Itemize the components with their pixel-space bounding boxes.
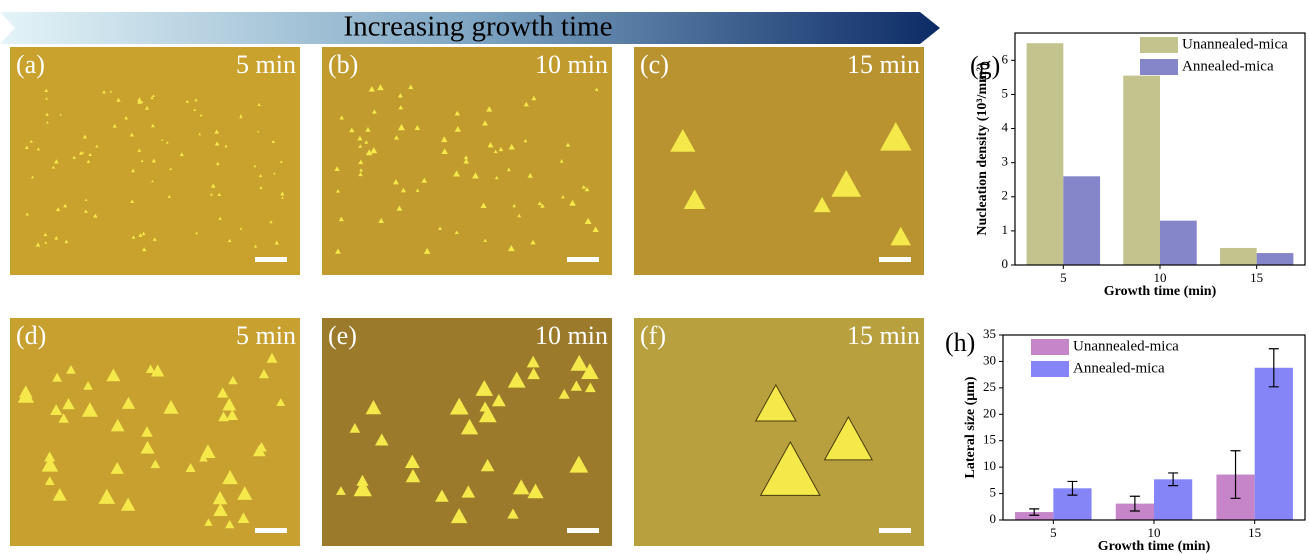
legend-swatch <box>1031 339 1069 355</box>
bar <box>1027 43 1064 265</box>
y-tick-label: 0 <box>1002 256 1009 271</box>
y-tick-label: 5 <box>990 485 997 500</box>
panel-label: (f) <box>640 321 666 350</box>
page: Increasing growth time (a) 5 min (b) 10 min… <box>0 0 1309 555</box>
panel-label: (b) <box>328 50 358 79</box>
scale-bar <box>879 257 911 262</box>
scale-bar <box>255 257 287 262</box>
bar <box>1255 368 1293 520</box>
y-axis-title: Lateral size (μm) <box>963 376 978 478</box>
x-tick-label: 10 <box>1154 270 1167 285</box>
time-label: 5 min <box>236 50 296 79</box>
micrograph <box>634 47 924 275</box>
arrow-label: Increasing growth time <box>344 11 613 43</box>
panel-label: (a) <box>16 50 45 79</box>
bar <box>1220 248 1257 265</box>
x-axis-title: Growth time (min) <box>1098 539 1211 554</box>
legend-label: Annealed-mica <box>1182 58 1274 74</box>
bar <box>1063 176 1100 265</box>
y-tick-label: 35 <box>983 326 996 341</box>
y-tick-label: 6 <box>1002 51 1009 66</box>
time-label: 15 min <box>847 50 920 79</box>
scale-bar <box>879 528 911 533</box>
scale-bar <box>567 257 599 262</box>
panel-label: (c) <box>640 50 669 79</box>
x-axis-title: Growth time (min) <box>1104 284 1217 299</box>
panel-label: (d) <box>16 321 46 350</box>
legend-swatch <box>1031 361 1069 377</box>
y-tick-label: 20 <box>983 405 996 420</box>
x-tick-label: 5 <box>1050 525 1057 540</box>
time-label: 10 min <box>535 321 608 350</box>
time-label: 5 min <box>236 321 296 350</box>
x-tick-label: 10 <box>1148 525 1161 540</box>
y-tick-label: 15 <box>983 432 996 447</box>
y-tick-label: 25 <box>983 379 996 394</box>
y-tick-label: 5 <box>1002 85 1009 100</box>
micrograph <box>634 318 924 546</box>
x-tick-label: 15 <box>1250 270 1263 285</box>
x-tick-label: 15 <box>1248 525 1261 540</box>
figure: Increasing growth time (a) 5 min (b) 10 min… <box>0 0 1309 555</box>
x-tick-label: 5 <box>1060 270 1067 285</box>
y-tick-label: 0 <box>990 511 997 526</box>
y-tick-label: 2 <box>1002 188 1009 203</box>
panel-label: (e) <box>328 321 357 350</box>
y-tick-label: 1 <box>1002 222 1009 237</box>
bar <box>1160 221 1197 265</box>
scale-bar <box>255 528 287 533</box>
legend-label: Annealed-mica <box>1073 360 1165 376</box>
legend-swatch <box>1140 59 1178 75</box>
y-tick-label: 30 <box>983 352 996 367</box>
time-label: 10 min <box>535 50 608 79</box>
micrograph <box>10 318 300 546</box>
scale-bar <box>567 528 599 533</box>
time-label: 15 min <box>847 321 920 350</box>
bar <box>1123 76 1160 265</box>
legend-label: Unannealed-mica <box>1182 36 1288 52</box>
bar <box>1257 253 1294 265</box>
legend-swatch <box>1140 37 1178 53</box>
y-axis-title: Nucleation density (10³/mm²) <box>975 62 990 236</box>
y-tick-label: 3 <box>1002 154 1009 169</box>
y-tick-label: 10 <box>983 458 996 473</box>
panel-label: (h) <box>945 328 975 357</box>
y-tick-label: 4 <box>1002 120 1009 135</box>
legend-label: Unannealed-mica <box>1073 338 1179 354</box>
